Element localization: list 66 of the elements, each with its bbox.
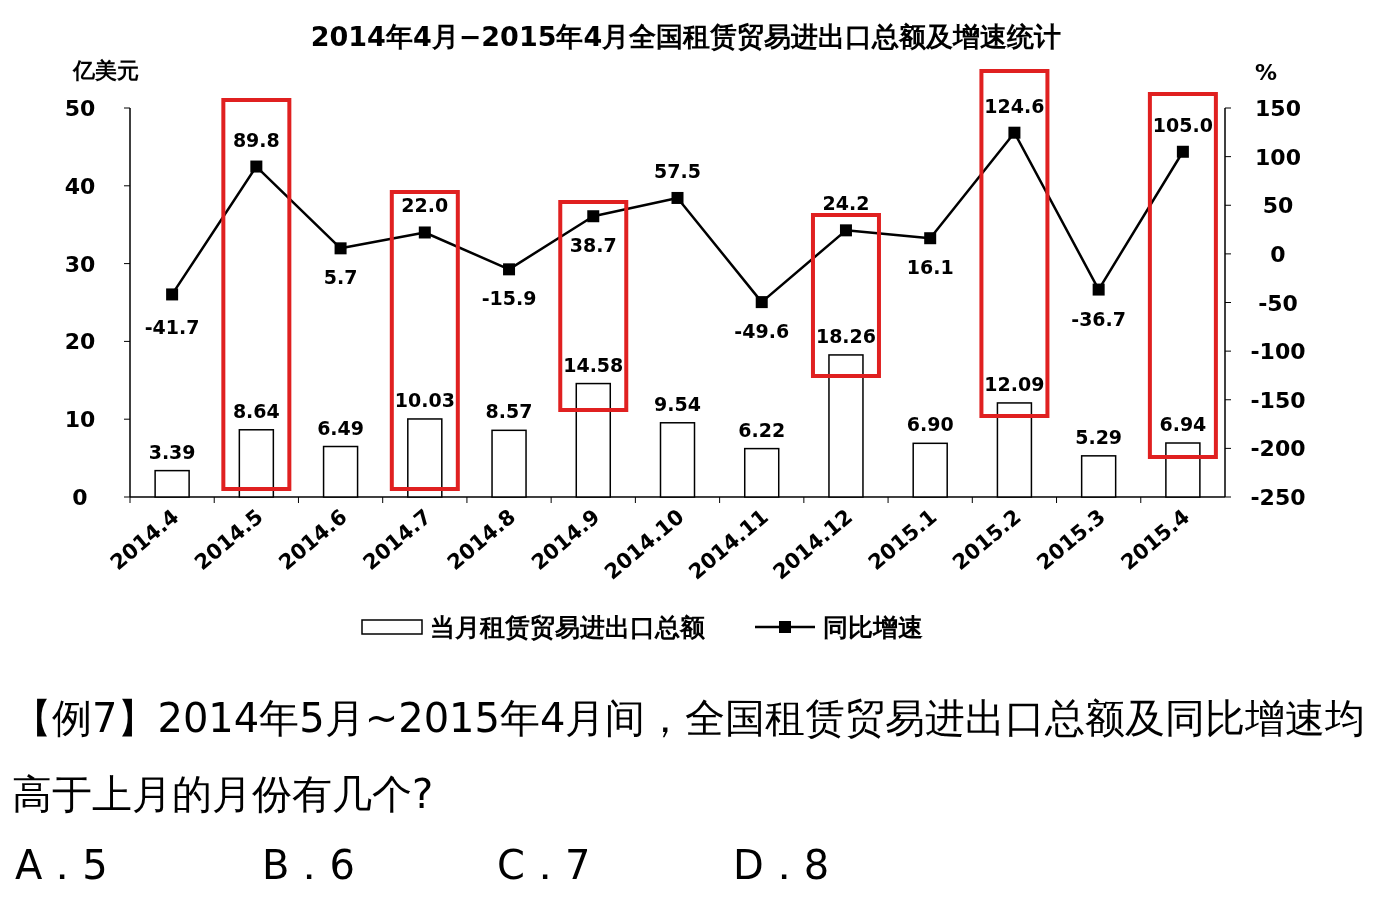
legend-当月租赁贸易进出口总额: 当月租赁贸易进出口总额 [361,613,705,642]
text: B．6 [262,841,355,890]
y-axis-title: 亿美元 [72,58,139,83]
text: D．8 [733,841,830,890]
y2-axis-title: % [1254,60,1278,85]
data-label: 5.29 [1075,425,1123,448]
data-label: 5.7 [323,266,358,289]
data-label: 18.26 [815,324,877,347]
text: 【例7】2014年5月~2015年4月间，全国租赁贸易进出口总额及同比增速均高于上月的月份有几个? [12,694,1367,819]
data-label: 89.8 [232,128,280,151]
data-label: -15.9 [481,287,537,310]
data-label: 14.58 [563,353,624,376]
data-label: 8.64 [232,399,280,422]
data-label: 22.0 [401,194,449,217]
text: A．5 [15,841,108,890]
point [1176,145,1189,158]
chart-title: 2014年4月−2015年4月全国租赁贸易进出口总额及增速统计 [310,21,1062,52]
legend-同比增速: 同比增速 [755,613,923,642]
point [587,210,600,223]
y-tick-label: 20 [64,329,96,355]
y-tick-label: 30 [64,251,96,277]
data-label: 9.54 [654,392,701,415]
y-tick-label: 50 [64,96,96,121]
text: C．7 [497,841,591,890]
data-label: 24.2 [822,192,870,215]
point [671,191,684,204]
data-label: 6.90 [906,413,954,436]
point [166,288,179,301]
data-label: 3.39 [148,440,196,463]
data-label: 8.57 [485,400,533,423]
y-tick-label: 10 [64,407,96,433]
y2-tick-label: -150 [1250,387,1306,413]
data-label: 12.09 [984,372,1045,395]
point [418,226,431,239]
y2-tick-label: 0 [1270,241,1286,267]
data-label: 10.03 [394,388,455,411]
y2-tick-label: 150 [1255,96,1301,121]
y2-tick-label: 100 [1255,144,1301,170]
y-tick-label: 0 [72,485,88,510]
data-label: 105.0 [1152,113,1213,136]
y2-tick-label: -100 [1250,339,1306,365]
y2-tick-label: -200 [1250,436,1306,462]
legend-label: 当月租赁贸易进出口总额 [430,613,706,642]
data-label: -41.7 [144,316,200,339]
y2-tick-label: -250 [1250,485,1306,510]
y2-tick-label: 50 [1262,193,1294,219]
point [755,296,768,309]
point [839,224,852,237]
data-label: 38.7 [569,234,617,257]
point [250,160,263,173]
point [1092,283,1105,296]
y-tick-label: 40 [64,173,96,199]
data-label: 6.49 [317,416,365,439]
data-label: -49.6 [734,320,790,343]
data-label: 57.5 [654,159,701,182]
data-label: 124.6 [984,94,1045,117]
data-label: 6.94 [1159,413,1207,436]
point [334,242,347,255]
data-label: 16.1 [906,256,954,279]
legend-label: 同比增速 [823,613,923,642]
y2-tick-label: -50 [1258,290,1298,316]
data-label: -36.7 [1071,307,1127,330]
data-label: 6.22 [738,418,786,441]
point [503,263,516,276]
point [1008,126,1021,139]
point [924,232,937,245]
